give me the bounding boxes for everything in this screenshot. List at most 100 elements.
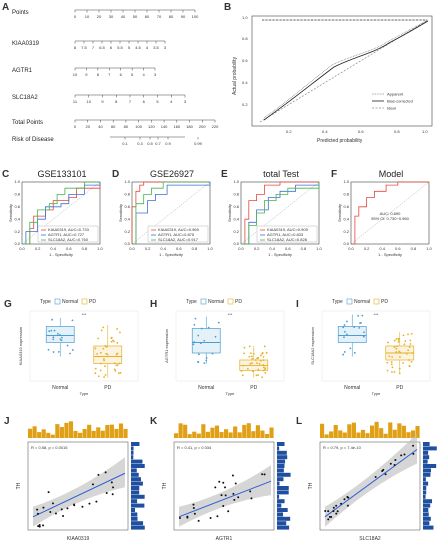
svg-text:0.6: 0.6 bbox=[285, 246, 291, 251]
svg-text:0.8: 0.8 bbox=[394, 129, 400, 134]
nomogram-tick-label: 60 bbox=[145, 14, 150, 19]
nomogram-tick-label: 10 bbox=[87, 99, 92, 104]
nomogram-tick-label: 3 bbox=[164, 45, 167, 50]
nomogram-tick-label: 5 bbox=[156, 99, 159, 104]
box-normal bbox=[191, 316, 221, 364]
marginal-histogram-top bbox=[320, 421, 420, 438]
nomogram-label-points: Points bbox=[12, 10, 29, 16]
nomogram-tick-label: 7 bbox=[92, 45, 95, 50]
group-tick-label: PD bbox=[104, 385, 111, 391]
nomogram-tick-label: 11 bbox=[73, 99, 78, 104]
roc-curve bbox=[22, 182, 101, 245]
svg-text:SLC18A2, AUC=0.760: SLC18A2, AUC=0.760 bbox=[48, 237, 89, 242]
nomogram-tick-label: 0.99 bbox=[194, 141, 203, 145]
svg-text:0.8: 0.8 bbox=[82, 246, 88, 251]
calibration-xticks: 0.2 0.4 0.6 0.8 1.0 bbox=[286, 129, 428, 134]
svg-text:Apparent: Apparent bbox=[387, 92, 404, 97]
calibration-yticks: 0.2 0.4 0.6 0.8 1.0 bbox=[242, 15, 248, 107]
roc-curve bbox=[131, 181, 210, 245]
svg-text:0.2: 0.2 bbox=[124, 229, 130, 234]
calibration-bias-line bbox=[263, 20, 429, 121]
svg-text:0.4: 0.4 bbox=[50, 246, 56, 251]
nomogram-tick-label: 4 bbox=[146, 45, 149, 50]
nomogram-tick-label: 0.9 bbox=[165, 141, 171, 145]
nomogram-tick-label: 70 bbox=[157, 14, 162, 19]
svg-text:0.0: 0.0 bbox=[129, 246, 135, 251]
nomogram-tick-label: 0.5 bbox=[147, 141, 153, 145]
svg-text:0.4: 0.4 bbox=[160, 246, 166, 251]
svg-text:0.6: 0.6 bbox=[343, 204, 349, 209]
roc-curve bbox=[131, 181, 210, 244]
confidence-band bbox=[325, 433, 417, 527]
roc-title: GSE26927 bbox=[149, 169, 193, 179]
panel-label-l: L bbox=[296, 416, 302, 427]
nomogram-tick-label: 8 bbox=[74, 45, 77, 50]
svg-text:Type: Type bbox=[40, 299, 51, 305]
boxplot-legend: Type Normal PD bbox=[186, 298, 242, 305]
svg-text:0.6: 0.6 bbox=[66, 246, 72, 251]
svg-text:0.4: 0.4 bbox=[14, 216, 20, 221]
scatter-panel-l: L R = 0.79, p = 7.4e-10 SLC18A2 TH bbox=[296, 416, 437, 542]
boxplot-panel-i: I Type Normal PD SLC18A2 expression *** Normal… bbox=[296, 298, 431, 396]
nomogram-label-risk: Risk of Disease bbox=[12, 137, 54, 143]
nomogram-tick-label: 8 bbox=[97, 72, 100, 77]
svg-text:1.0: 1.0 bbox=[316, 246, 322, 251]
roc-xlabel: 1 - Specificity bbox=[159, 252, 183, 257]
confidence-band bbox=[33, 457, 125, 527]
svg-text:0.2: 0.2 bbox=[286, 129, 292, 134]
svg-text:Ideal: Ideal bbox=[387, 106, 396, 111]
roc-curve bbox=[22, 181, 100, 245]
nomogram-tick-label: 180 bbox=[186, 124, 193, 129]
svg-text:0.2: 0.2 bbox=[254, 246, 260, 251]
nomogram-agtr1-scale: 10 9 8 7 6 5 4 3 bbox=[73, 68, 157, 77]
nomogram-kiaa0319-scale: 8 7.5 7 6.5 6 5.5 5 4.5 4 3.5 3 bbox=[74, 41, 167, 50]
svg-text:1.0: 1.0 bbox=[207, 246, 213, 251]
svg-text:0.6: 0.6 bbox=[14, 204, 20, 209]
roc-title: Model bbox=[378, 169, 403, 179]
roc-curve bbox=[241, 182, 320, 245]
calibration-ideal-line bbox=[259, 19, 429, 123]
panel-label-a: A bbox=[2, 2, 9, 13]
svg-text:AGTR1, AUC=0.875: AGTR1, AUC=0.875 bbox=[158, 232, 195, 237]
nomogram-tick-label: 4 bbox=[170, 99, 173, 104]
group-tick-label: PD bbox=[250, 385, 257, 391]
scatter-points bbox=[36, 471, 115, 528]
roc-curve bbox=[350, 181, 429, 245]
nomogram-tick-label: 0 bbox=[74, 14, 77, 19]
box-normal bbox=[45, 318, 75, 357]
nomogram-tick-label: 120 bbox=[148, 124, 155, 129]
regression-line bbox=[178, 480, 272, 518]
svg-text:0.6: 0.6 bbox=[358, 129, 364, 134]
nomogram-tick-label: 20 bbox=[86, 124, 91, 129]
nomogram-tick-label: 100 bbox=[135, 124, 142, 129]
scatter-ylabel: TH bbox=[162, 482, 168, 489]
svg-text:Type: Type bbox=[186, 299, 197, 305]
svg-text:0.6: 0.6 bbox=[176, 246, 182, 251]
nomogram-label-total-points: Total Points bbox=[12, 120, 43, 126]
calibration-panel: B Actual probability Predicted probabili… bbox=[224, 2, 433, 144]
calibration-legend: Apparent Bias-corrected Ideal bbox=[372, 92, 413, 111]
correlation-annotation: R = 0.41, p = 0.034 bbox=[177, 445, 212, 450]
nomogram-tick-label: 80 bbox=[124, 124, 129, 129]
boxplot-panel-g: G Type Normal PD KIAA0319 expression *** Norma… bbox=[4, 298, 139, 396]
svg-text:0.2: 0.2 bbox=[14, 229, 20, 234]
scatter-points bbox=[324, 444, 415, 521]
svg-text:0.6: 0.6 bbox=[124, 204, 130, 209]
svg-text:KIAA0319, AUC=0.969: KIAA0319, AUC=0.969 bbox=[158, 227, 200, 232]
nomogram-tick-label: 160 bbox=[173, 124, 180, 129]
scatter-panel-k: K R = 0.41, p = 0.034 AGTR1 TH bbox=[150, 416, 291, 542]
svg-text:0.2: 0.2 bbox=[144, 246, 150, 251]
boxplot-legend: Type Normal PD bbox=[332, 298, 388, 305]
svg-text:Bias-corrected: Bias-corrected bbox=[387, 99, 413, 104]
nomogram-tick-label: 4 bbox=[142, 72, 145, 77]
svg-text:1.0: 1.0 bbox=[97, 246, 103, 251]
svg-text:KIAA0319, AUC=0.733: KIAA0319, AUC=0.733 bbox=[48, 227, 90, 232]
svg-text:0.6: 0.6 bbox=[233, 204, 239, 209]
box-pd bbox=[385, 332, 415, 375]
roc-xlabel: 1 - Specificity bbox=[268, 252, 292, 257]
nomogram-tick-label: 5 bbox=[128, 45, 131, 50]
marginal-histogram-top bbox=[174, 423, 274, 438]
nomogram-tick-label: 6.5 bbox=[99, 45, 105, 50]
roc-panel-d: D GSE26927 0.00.0 0.2 0.2 0.4 0.4 0.6 0.6 0.8 0.8 1… bbox=[112, 169, 214, 257]
